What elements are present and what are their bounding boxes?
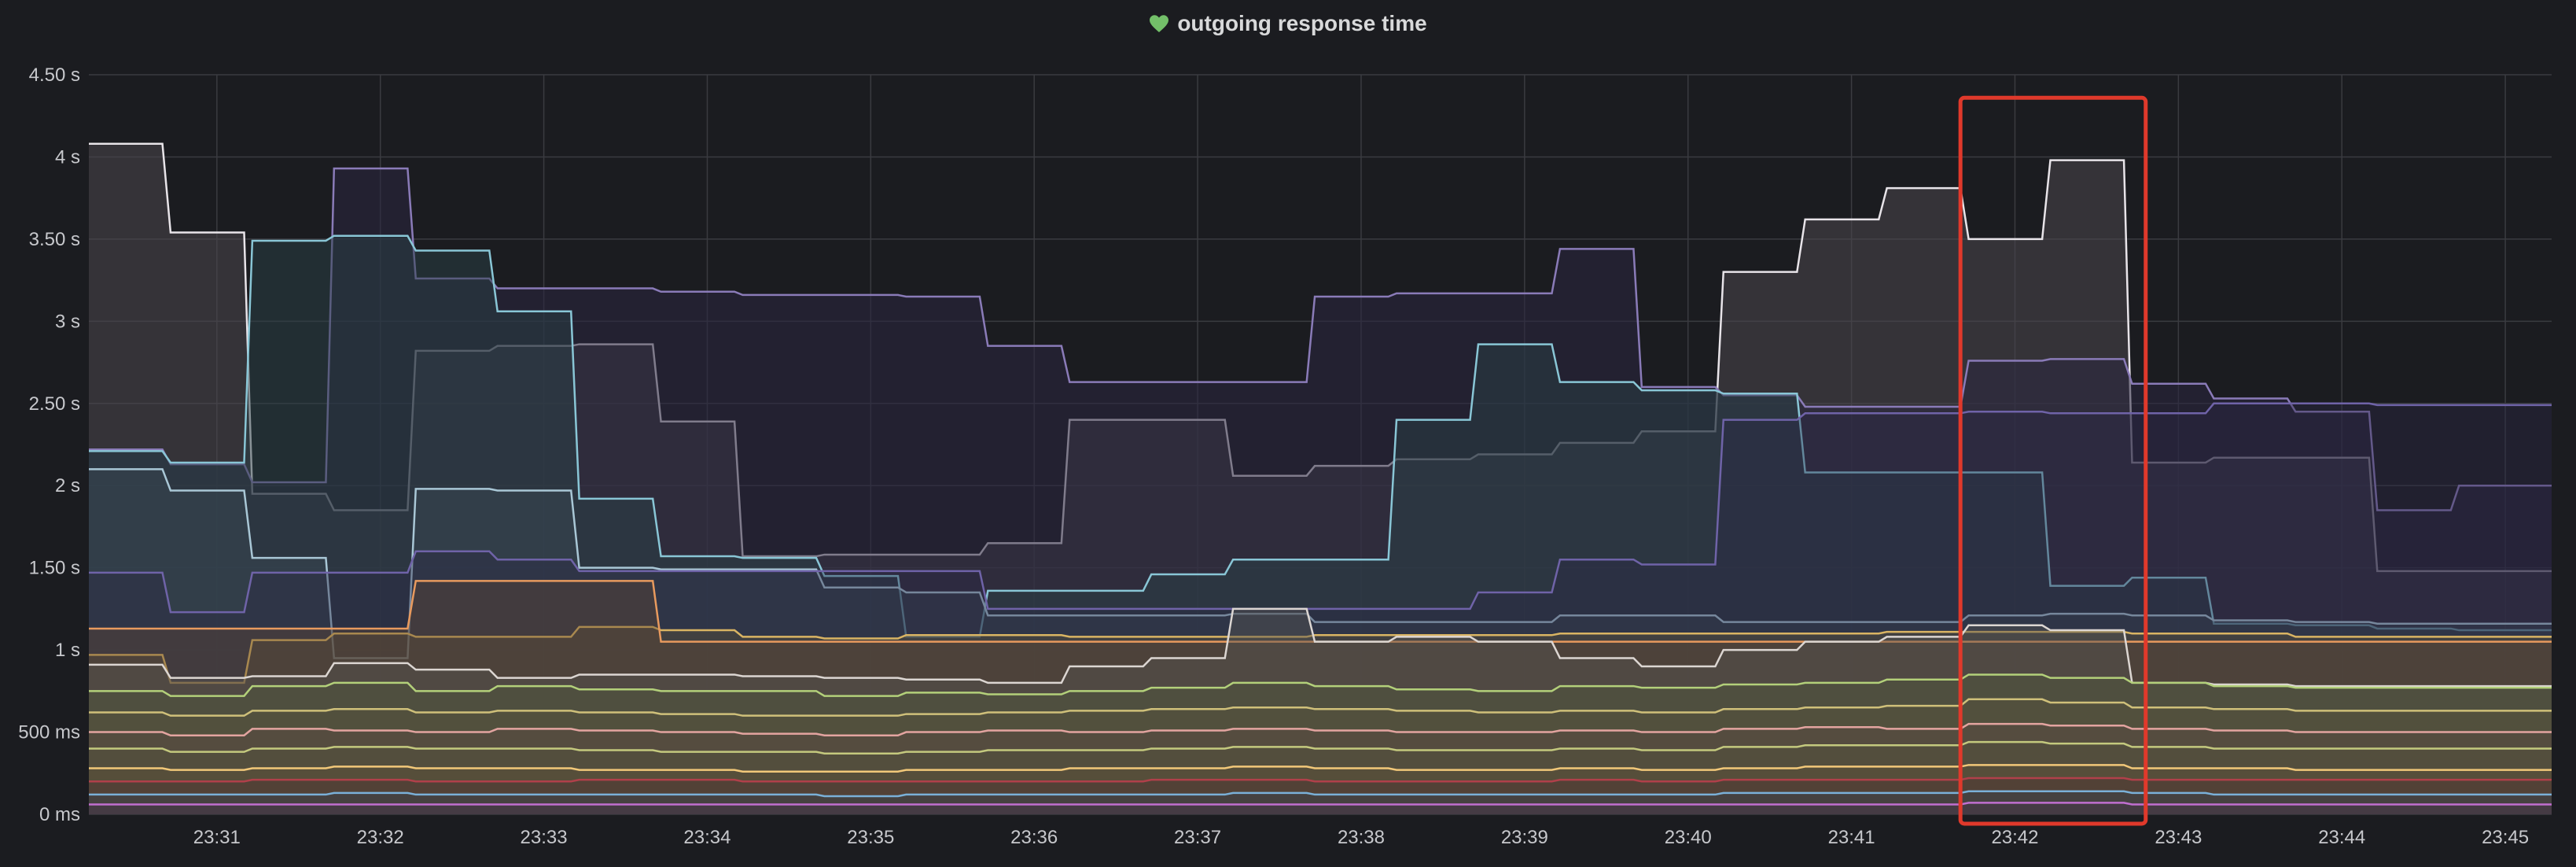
x-tick-label: 23:41 (1828, 827, 1875, 848)
series-line-12 (89, 764, 2552, 773)
series-area-11 (89, 742, 2552, 814)
y-tick-label: 3 s (55, 311, 80, 332)
x-tick-label: 23:42 (1991, 827, 2038, 848)
y-tick-label: 2 s (55, 475, 80, 496)
x-tick-label: 23:43 (2155, 827, 2202, 848)
series-area-15 (89, 802, 2552, 814)
series-line-14 (89, 790, 2552, 798)
x-tick-label: 23:37 (1174, 827, 1221, 848)
series-line-10 (89, 722, 2552, 736)
series-area-6 (89, 581, 2552, 814)
series-area-2 (89, 235, 2552, 814)
x-tick-label: 23:33 (521, 827, 568, 848)
series-line-13 (89, 777, 2552, 783)
y-tick-label: 500 ms (18, 722, 80, 743)
x-tick-label: 23:32 (357, 827, 404, 848)
series-line-2 (89, 234, 2552, 638)
series-line-1 (89, 167, 2552, 511)
heart-icon (1150, 15, 1169, 32)
x-tick-label: 23:38 (1338, 827, 1385, 848)
x-tick-label: 23:40 (1665, 827, 1712, 848)
x-tick-label: 23:31 (193, 827, 241, 848)
y-tick-label: 1 s (55, 640, 80, 661)
x-tick-label: 23:44 (2318, 827, 2365, 848)
series-line-15 (89, 802, 2552, 806)
y-tick-label: 3.50 s (29, 229, 80, 250)
series-line-5 (89, 625, 2552, 684)
panel-header[interactable]: outgoing response time (0, 8, 2576, 39)
highlight-box (1958, 95, 2148, 826)
panel-title: outgoing response time (1177, 11, 1427, 35)
series-line-11 (89, 740, 2552, 754)
series-area-12 (89, 765, 2552, 814)
y-tick-label: 1.50 s (29, 558, 80, 579)
x-tick-label: 23:35 (847, 827, 894, 848)
x-tick-label: 23:39 (1501, 827, 1548, 848)
x-tick-label: 23:45 (2482, 827, 2529, 848)
y-tick-label: 4.50 s (29, 65, 80, 86)
series-area-14 (89, 791, 2552, 814)
series-area-7 (89, 608, 2552, 814)
series-line-8 (89, 673, 2552, 697)
y-tick-label: 0 ms (39, 804, 80, 825)
y-tick-label: 4 s (55, 146, 80, 168)
x-tick-label: 23:34 (683, 827, 730, 848)
x-tick-label: 23:36 (1010, 827, 1058, 848)
series-line-4 (89, 402, 2552, 614)
y-tick-label: 2.50 s (29, 393, 80, 415)
series-line-9 (89, 698, 2552, 717)
series-line-3 (89, 468, 2552, 659)
